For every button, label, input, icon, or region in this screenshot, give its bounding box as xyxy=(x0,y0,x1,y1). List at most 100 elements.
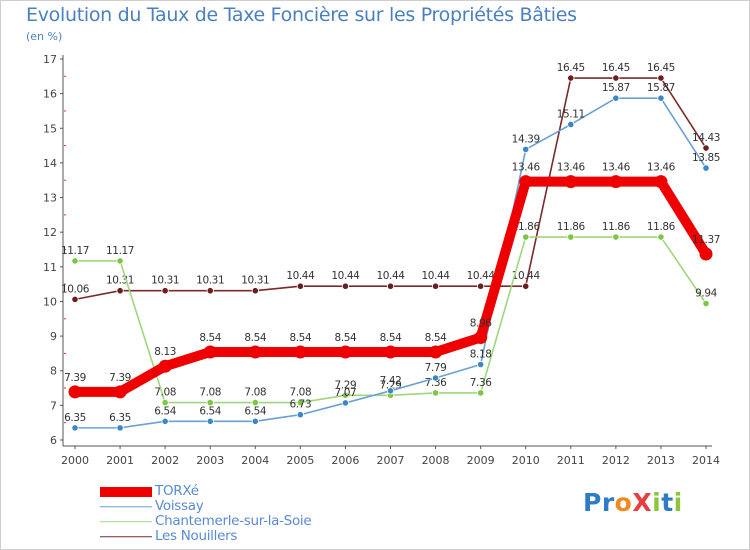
data-label-les-nouillers: 10.31 xyxy=(241,275,269,287)
logo-letter-2: o xyxy=(614,488,633,517)
data-point-voissay xyxy=(386,387,395,395)
data-point-voissay xyxy=(206,417,214,425)
x-tick-label: 2007 xyxy=(377,454,405,467)
data-label-torx-: 8.54 xyxy=(199,332,221,344)
legend-item-torxe[interactable]: TORXé xyxy=(100,483,360,499)
data-point-voissay xyxy=(612,94,620,102)
data-point-voissay xyxy=(251,417,259,425)
data-point-les-nouillers xyxy=(206,287,214,295)
data-label-voissay: 6.35 xyxy=(64,412,86,424)
x-tick-label: 2000 xyxy=(61,454,89,467)
y-tick-label: 15 xyxy=(43,122,57,135)
legend-swatch-les-nouillers xyxy=(100,535,152,538)
data-label-chantemerle-sur-la-soie: 11.86 xyxy=(557,221,586,233)
data-point-torx- xyxy=(384,345,397,359)
chart-title: Evolution du Taux de Taxe Foncière sur l… xyxy=(26,4,577,26)
data-label-chantemerle-sur-la-soie: 7.08 xyxy=(154,387,176,399)
data-point-torx- xyxy=(113,385,127,399)
data-label-voissay: 15.11 xyxy=(557,108,585,120)
logo-letter-0: P xyxy=(583,488,602,517)
legend-swatch-chantemerle xyxy=(100,520,152,523)
data-label-torx-: 13.46 xyxy=(647,162,676,174)
unit-label: (en %) xyxy=(26,30,63,43)
data-label-les-nouillers: 10.06 xyxy=(61,283,90,295)
data-point-torx- xyxy=(609,175,623,189)
data-point-torx- xyxy=(564,175,578,189)
data-label-chantemerle-sur-la-soie: 11.86 xyxy=(512,221,541,233)
data-point-chantemerle-sur-la-soie xyxy=(206,398,214,407)
y-tick-label: 11 xyxy=(43,261,57,274)
logo-letter-1: r xyxy=(601,488,615,517)
logo-letter-3: X xyxy=(632,488,653,517)
data-point-voissay xyxy=(522,145,530,154)
data-point-chantemerle-sur-la-soie xyxy=(612,233,620,241)
series-line-les-nouillers xyxy=(74,77,707,301)
data-label-torx-: 8.54 xyxy=(244,332,266,344)
data-point-torx- xyxy=(338,345,352,359)
data-point-voissay xyxy=(296,411,304,419)
data-point-les-nouillers xyxy=(702,144,710,152)
data-label-torx-: 8.54 xyxy=(425,332,447,344)
y-tick-label: 10 xyxy=(43,295,57,308)
data-label-les-nouillers: 10.31 xyxy=(151,275,179,287)
data-point-chantemerle-sur-la-soie xyxy=(71,257,79,265)
data-point-voissay xyxy=(161,417,169,425)
data-label-les-nouillers: 10.44 xyxy=(422,270,451,282)
data-label-chantemerle-sur-la-soie: 11.86 xyxy=(647,221,676,233)
data-point-voissay xyxy=(567,120,575,129)
data-label-torx-: 8.54 xyxy=(289,332,311,344)
legend-label-les-nouillers: Les Nouillers xyxy=(155,528,238,544)
x-tick-label: 2011 xyxy=(557,454,585,467)
data-point-torx- xyxy=(248,345,262,359)
data-label-voissay: 15.87 xyxy=(647,82,675,94)
proxiti-logo: ProXiti xyxy=(583,488,683,517)
y-tick-label: 14 xyxy=(43,157,57,170)
data-point-torx- xyxy=(203,345,217,359)
legend-swatch-torxe xyxy=(100,486,152,497)
data-point-les-nouillers xyxy=(341,282,350,290)
data-label-voissay: 7.07 xyxy=(335,387,357,399)
data-label-chantemerle-sur-la-soie: 9.94 xyxy=(695,288,717,300)
legend-item-voissay[interactable]: Voissay xyxy=(100,498,360,514)
x-tick-label: 2014 xyxy=(692,454,720,467)
data-point-chantemerle-sur-la-soie xyxy=(116,257,124,265)
data-point-voissay xyxy=(341,399,350,407)
data-label-voissay: 6.35 xyxy=(109,412,131,424)
legend: TORXé Voissay Chantemerle-sur-la-Soie Le… xyxy=(100,483,360,544)
data-point-torx- xyxy=(68,385,82,399)
data-point-voissay xyxy=(477,360,485,369)
data-point-les-nouillers xyxy=(251,287,259,295)
y-tick-label: 17 xyxy=(43,53,57,66)
data-point-les-nouillers xyxy=(567,74,575,82)
legend-label-torxe: TORXé xyxy=(155,483,199,499)
data-label-voissay: 8.18 xyxy=(470,348,492,360)
data-point-chantemerle-sur-la-soie xyxy=(161,398,169,407)
legend-item-chantemerle[interactable]: Chantemerle-sur-la-Soie xyxy=(100,513,360,529)
data-label-les-nouillers: 10.44 xyxy=(512,270,541,282)
data-label-chantemerle-sur-la-soie: 7.36 xyxy=(470,377,492,389)
legend-item-les-nouillers[interactable]: Les Nouillers xyxy=(100,528,360,544)
data-point-les-nouillers xyxy=(296,282,304,290)
data-point-chantemerle-sur-la-soie xyxy=(477,389,485,397)
data-label-voissay: 15.87 xyxy=(602,82,630,94)
data-label-chantemerle-sur-la-soie: 11.17 xyxy=(61,245,89,257)
legend-label-chantemerle: Chantemerle-sur-la-Soie xyxy=(155,513,312,529)
data-label-les-nouillers: 10.44 xyxy=(467,270,496,282)
y-tick-label: 7 xyxy=(50,399,57,412)
x-tick-label: 2013 xyxy=(647,454,675,467)
y-tick-label: 6 xyxy=(50,434,57,447)
data-point-torx- xyxy=(474,330,488,344)
data-point-chantemerle-sur-la-soie xyxy=(657,233,665,241)
data-point-chantemerle-sur-la-soie xyxy=(702,299,710,308)
data-point-voissay xyxy=(116,424,124,432)
data-label-voissay: 6.54 xyxy=(244,405,266,417)
x-tick-label: 2008 xyxy=(422,454,450,467)
data-label-chantemerle-sur-la-soie: 11.86 xyxy=(602,221,631,233)
data-point-torx- xyxy=(293,345,307,359)
data-point-torx- xyxy=(519,175,533,189)
data-point-torx- xyxy=(158,359,172,373)
data-label-torx-: 13.46 xyxy=(512,162,541,174)
data-label-les-nouillers: 16.45 xyxy=(557,62,585,74)
data-label-voissay: 6.54 xyxy=(199,405,221,417)
